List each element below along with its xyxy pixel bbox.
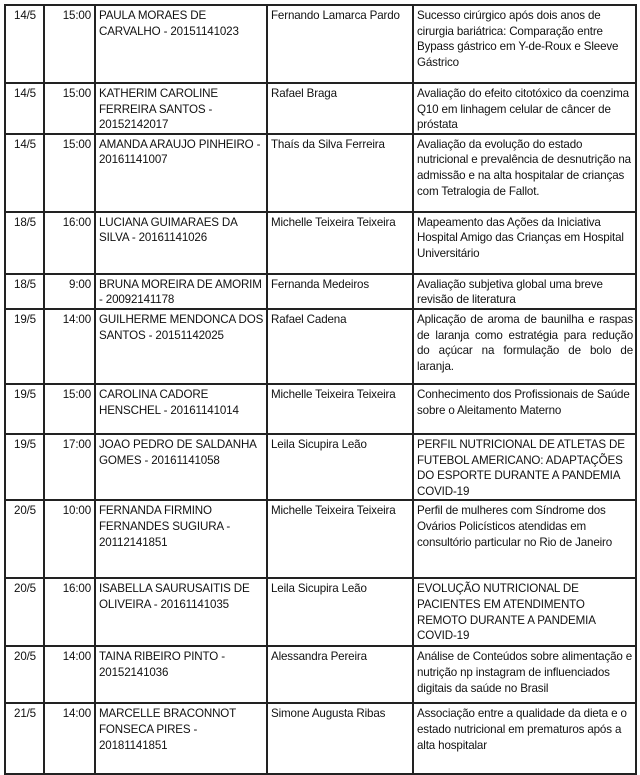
- time-cell: 16:00: [43, 210, 96, 275]
- table-row: 19/5 17:00 JOAO PEDRO DE SALDANHA GOMES - …: [4, 432, 637, 502]
- student-cell: JOAO PEDRO DE SALDANHA GOMES - 201611410…: [94, 432, 268, 502]
- table-row: 20/5 14:00 TAINA RIBEIRO PINTO - 201521410…: [4, 645, 637, 705]
- advisor-cell: Alessandra Pereira: [266, 645, 414, 705]
- title-cell: Aplicação de aroma de baunilha e raspas …: [412, 307, 637, 385]
- title-cell: PERFIL NUTRICIONAL DE ATLETAS DE FUTEBOL…: [412, 432, 637, 502]
- date-cell: 14/5: [4, 82, 45, 135]
- date-cell: 19/5: [4, 432, 45, 502]
- student-cell: MARCELLE BRACONNOT FONSECA PIRES - 20181…: [94, 702, 268, 775]
- date-cell: 20/5: [4, 499, 45, 580]
- date-cell: 18/5: [4, 210, 45, 275]
- time-cell: 14:00: [43, 307, 96, 385]
- date-cell: 19/5: [4, 382, 45, 435]
- table-row: 14/5 15:00 PAULA MORAES DE CARVALHO - 2015…: [4, 4, 637, 84]
- title-cell: EVOLUÇÃO NUTRICIONAL DE PACIENTES EM ATE…: [412, 577, 637, 648]
- advisor-cell: Rafael Braga: [266, 82, 414, 135]
- title-cell: Conhecimento dos Profissionais de Saúde …: [412, 382, 637, 435]
- table-row: 19/5 14:00 GUILHERME MENDONCA DOS SANTOS -…: [4, 307, 637, 385]
- title-cell: Avaliação subjetiva global uma breve rev…: [412, 272, 637, 310]
- advisor-cell: Rafael Cadena: [266, 307, 414, 385]
- table-row: 21/5 14:00 MARCELLE BRACONNOT FONSECA PIRE…: [4, 702, 637, 775]
- advisor-cell: Michelle Teixeira Teixeira: [266, 210, 414, 275]
- time-cell: 15:00: [43, 82, 96, 135]
- date-cell: 20/5: [4, 645, 45, 705]
- title-cell: Avaliação da evolução do estado nutricio…: [412, 132, 637, 213]
- student-cell: AMANDA ARAUJO PINHEIRO - 20161141007: [94, 132, 268, 213]
- advisor-cell: Simone Augusta Ribas: [266, 702, 414, 775]
- time-cell: 17:00: [43, 432, 96, 502]
- time-cell: 15:00: [43, 4, 96, 84]
- title-cell: Avaliação do efeito citotóxico da coenzi…: [412, 82, 637, 135]
- table-row: 19/5 15:00 CAROLINA CADORE HENSCHEL - 2016…: [4, 382, 637, 435]
- student-cell: GUILHERME MENDONCA DOS SANTOS - 20151142…: [94, 307, 268, 385]
- time-cell: 14:00: [43, 702, 96, 775]
- table-row: 14/5 15:00 KATHERIM CAROLINE FERREIRA SANT…: [4, 82, 637, 135]
- title-cell: Perfil de mulheres com Síndrome dos Ovár…: [412, 499, 637, 580]
- advisor-cell: Michelle Teixeira Teixeira: [266, 382, 414, 435]
- advisor-cell: Thaís da Silva Ferreira: [266, 132, 414, 213]
- date-cell: 18/5: [4, 272, 45, 310]
- advisor-cell: Michelle Teixeira Teixeira: [266, 499, 414, 580]
- title-cell: Sucesso cirúrgico após dois anos de ciru…: [412, 4, 637, 84]
- student-cell: KATHERIM CAROLINE FERREIRA SANTOS - 2015…: [94, 82, 268, 135]
- student-cell: PAULA MORAES DE CARVALHO - 20151141023: [94, 4, 268, 84]
- time-cell: 9:00: [43, 272, 96, 310]
- advisor-cell: Fernanda Medeiros: [266, 272, 414, 310]
- student-cell: TAINA RIBEIRO PINTO - 20152141036: [94, 645, 268, 705]
- defense-schedule-table: 14/5 15:00 PAULA MORAES DE CARVALHO - 2015…: [4, 4, 637, 775]
- student-cell: CAROLINA CADORE HENSCHEL - 20161141014: [94, 382, 268, 435]
- advisor-cell: Leila Sicupira Leão: [266, 432, 414, 502]
- table-row: 14/5 15:00 AMANDA ARAUJO PINHEIRO - 201611…: [4, 132, 637, 213]
- student-cell: LUCIANA GUIMARAES DA SILVA - 20161141026: [94, 210, 268, 275]
- title-cell: Mapeamento das Ações da Iniciativa Hospi…: [412, 210, 637, 275]
- table-row: 20/5 10:00 FERNANDA FIRMINO FERNANDES SUGI…: [4, 499, 637, 580]
- table-row: 20/5 16:00 ISABELLA SAURUSAITIS DE OLIVEIR…: [4, 577, 637, 648]
- student-cell: FERNANDA FIRMINO FERNANDES SUGIURA - 201…: [94, 499, 268, 580]
- time-cell: 15:00: [43, 132, 96, 213]
- date-cell: 20/5: [4, 577, 45, 648]
- title-cell: Análise de Conteúdos sobre alimentação e…: [412, 645, 637, 705]
- date-cell: 21/5: [4, 702, 45, 775]
- date-cell: 14/5: [4, 132, 45, 213]
- date-cell: 19/5: [4, 307, 45, 385]
- date-cell: 14/5: [4, 4, 45, 84]
- time-cell: 15:00: [43, 382, 96, 435]
- advisor-cell: Leila Sicupira Leão: [266, 577, 414, 648]
- table-row: 18/5 16:00 LUCIANA GUIMARAES DA SILVA - 20…: [4, 210, 637, 275]
- time-cell: 10:00: [43, 499, 96, 580]
- time-cell: 14:00: [43, 645, 96, 705]
- table-row: 18/5 9:00 BRUNA MOREIRA DE AMORIM - 200921…: [4, 272, 637, 310]
- time-cell: 16:00: [43, 577, 96, 648]
- title-cell: Associação entre a qualidade da dieta e …: [412, 702, 637, 775]
- student-cell: ISABELLA SAURUSAITIS DE OLIVEIRA - 20161…: [94, 577, 268, 648]
- student-cell: BRUNA MOREIRA DE AMORIM - 20092141178: [94, 272, 268, 310]
- advisor-cell: Fernando Lamarca Pardo: [266, 4, 414, 84]
